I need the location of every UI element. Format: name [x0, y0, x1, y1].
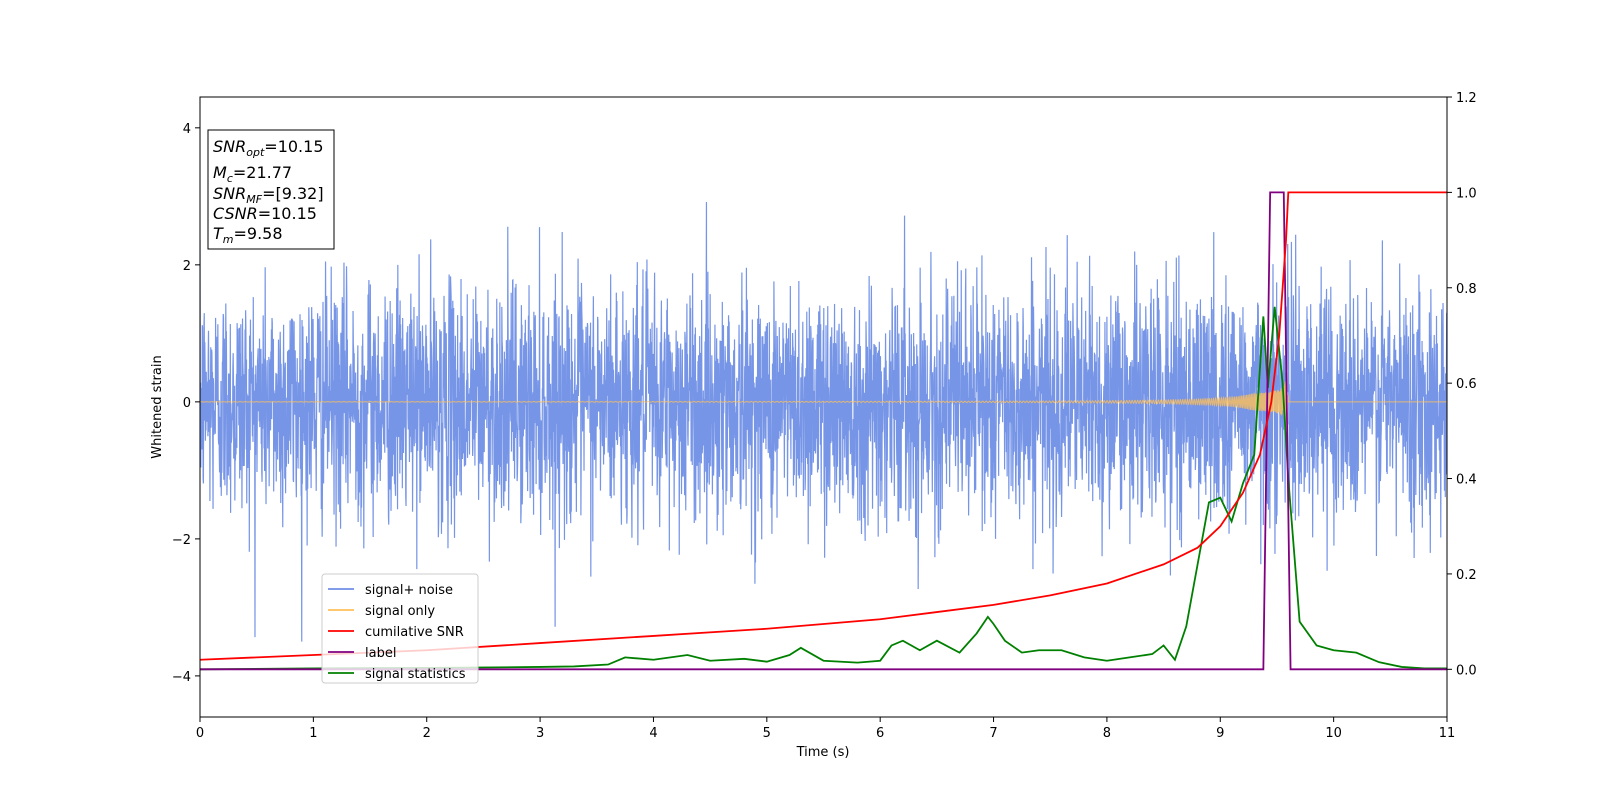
x-tick-label: 8 [1103, 726, 1111, 741]
series-signal-only-line [200, 381, 1447, 422]
y-tick-label-right: 0.6 [1456, 377, 1477, 392]
annotation-tm: Tm=9.58 [213, 224, 283, 246]
legend: signal+ noise signal only cumilative SNR la… [321, 573, 479, 684]
annotation-snr-mf: SNRMF=[9.32] [213, 184, 324, 206]
y-tick-label-left: 2 [183, 259, 191, 274]
legend-label: signal+ noise [365, 583, 453, 598]
x-tick-label: 7 [989, 726, 997, 741]
x-tick-label: 6 [876, 726, 884, 741]
x-tick-label: 5 [763, 726, 771, 741]
x-tick-label: 1 [309, 726, 317, 741]
annotation-snr-opt: SNRopt=10.15 [213, 137, 324, 159]
legend-label: signal only [365, 604, 435, 619]
x-tick-label: 2 [423, 726, 431, 741]
x-tick-label: 0 [196, 726, 204, 741]
legend-label: cumilative SNR [365, 625, 464, 640]
y-tick-label-right: 0.2 [1456, 568, 1477, 583]
x-tick-label: 9 [1216, 726, 1224, 741]
y-tick-label-right: 0.4 [1456, 473, 1477, 488]
y-axis-label: Whitened strain [150, 355, 165, 458]
plot-area [200, 191, 1447, 671]
x-tick-label: 4 [649, 726, 657, 741]
axes-frame [199, 96, 1448, 718]
y-tick-label-right: 1.2 [1456, 91, 1477, 106]
y-axis-left: −4 −2 0 2 4 [172, 122, 200, 685]
legend-label: label [365, 646, 396, 661]
x-axis: 0 1 2 3 4 5 6 7 8 9 10 11 [196, 717, 1455, 741]
legend-label: signal statistics [365, 667, 466, 682]
y-tick-label-left: 0 [183, 396, 191, 411]
y-tick-label-left: 4 [183, 122, 191, 137]
y-axis-right: 0.0 0.2 0.4 0.6 0.8 1.0 1.2 [1447, 91, 1477, 678]
x-tick-label: 3 [536, 726, 544, 741]
y-tick-label-right: 0.8 [1456, 282, 1477, 297]
series-signal-statistics-line [200, 306, 1447, 671]
series-cumulative-snr-line [200, 191, 1447, 661]
y-tick-label-left: −2 [172, 533, 191, 548]
y-tick-label-left: −4 [172, 670, 191, 685]
series-label-line [200, 191, 1447, 671]
annotation-csnr: CSNR=10.15 [213, 204, 317, 223]
x-axis-label: Time (s) [796, 745, 850, 760]
y-tick-label-right: 0.0 [1456, 663, 1477, 678]
x-tick-label: 10 [1325, 726, 1342, 741]
x-tick-label: 11 [1439, 726, 1456, 741]
y-tick-label-right: 1.0 [1456, 186, 1477, 201]
annotation-mc: Mc=21.77 [213, 163, 292, 185]
annotation-box: SNRopt=10.15 Mc=21.77 SNRMF=[9.32] CSNR=… [207, 129, 335, 250]
